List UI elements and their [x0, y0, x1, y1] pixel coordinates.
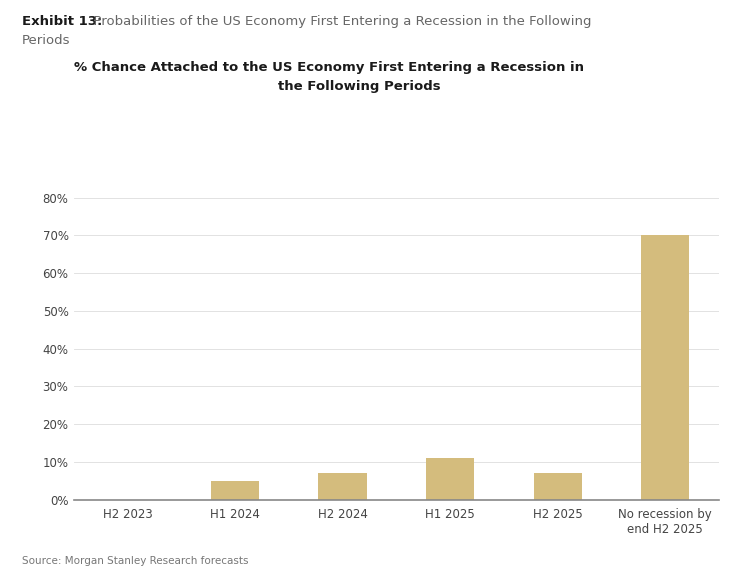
Bar	[319, 473, 367, 500]
Text: the Following Periods: the Following Periods	[278, 80, 441, 93]
Text: Probabilities of the US Economy First Entering a Recession in the Following: Probabilities of the US Economy First En…	[85, 15, 592, 27]
Bar	[534, 473, 582, 500]
Text: Source: Morgan Stanley Research forecasts: Source: Morgan Stanley Research forecast…	[22, 557, 249, 566]
Text: Exhibit 13:: Exhibit 13:	[22, 15, 102, 27]
Bar	[211, 481, 259, 500]
Text: % Chance Attached to the US Economy First Entering a Recession in: % Chance Attached to the US Economy Firs…	[74, 61, 584, 74]
Text: Periods: Periods	[22, 34, 70, 46]
Bar	[426, 458, 474, 500]
Bar	[641, 235, 689, 500]
